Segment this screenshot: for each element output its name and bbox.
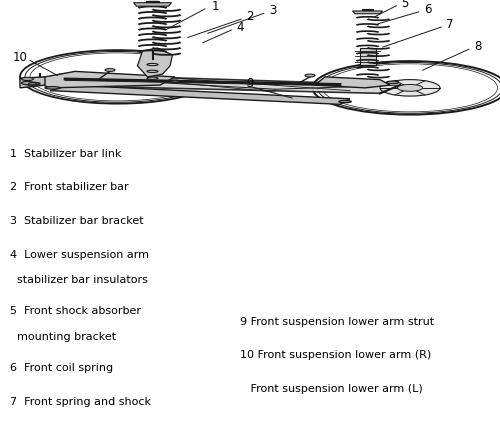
Text: 3: 3: [269, 4, 276, 18]
Circle shape: [305, 74, 315, 77]
Ellipse shape: [147, 63, 158, 66]
Text: 7  Front spring and shock: 7 Front spring and shock: [10, 397, 151, 407]
Circle shape: [105, 69, 115, 71]
Text: 4  Lower suspension arm: 4 Lower suspension arm: [10, 250, 149, 260]
Ellipse shape: [170, 80, 180, 82]
Ellipse shape: [45, 87, 60, 89]
Text: 2  Front stabilizer bar: 2 Front stabilizer bar: [10, 182, 128, 193]
Text: 1  Stabilizer bar link: 1 Stabilizer bar link: [10, 149, 122, 159]
Circle shape: [22, 77, 34, 81]
Text: 9: 9: [246, 77, 254, 90]
Text: 10 Front suspension lower arm (R): 10 Front suspension lower arm (R): [240, 350, 431, 360]
Polygon shape: [138, 48, 172, 77]
Ellipse shape: [386, 81, 399, 84]
Text: 5: 5: [402, 0, 408, 9]
Ellipse shape: [244, 82, 256, 84]
Text: 7: 7: [446, 18, 454, 31]
Text: 1: 1: [211, 0, 219, 13]
Ellipse shape: [25, 82, 40, 85]
Text: mounting bracket: mounting bracket: [10, 332, 116, 341]
Circle shape: [22, 82, 34, 85]
Text: 6: 6: [424, 3, 431, 16]
Polygon shape: [360, 48, 376, 64]
Polygon shape: [20, 77, 45, 88]
Text: stabilizer bar insulators: stabilizer bar insulators: [10, 275, 148, 285]
Text: 9 Front suspension lower arm strut: 9 Front suspension lower arm strut: [240, 317, 434, 327]
Text: 3  Stabilizer bar bracket: 3 Stabilizer bar bracket: [10, 216, 143, 226]
Ellipse shape: [147, 77, 158, 79]
Text: 10: 10: [12, 51, 28, 64]
Text: 6  Front coil spring: 6 Front coil spring: [10, 363, 113, 373]
Text: 5  Front shock absorber: 5 Front shock absorber: [10, 306, 141, 317]
Polygon shape: [352, 11, 382, 14]
Text: Front suspension lower arm (L): Front suspension lower arm (L): [240, 384, 423, 394]
Circle shape: [247, 82, 253, 84]
Circle shape: [172, 81, 178, 82]
Text: 4: 4: [236, 21, 244, 34]
Polygon shape: [30, 71, 175, 88]
Circle shape: [380, 80, 440, 96]
Ellipse shape: [147, 70, 158, 73]
Text: 8: 8: [474, 40, 481, 53]
Circle shape: [398, 85, 422, 91]
Polygon shape: [315, 77, 390, 88]
Circle shape: [28, 83, 36, 85]
Polygon shape: [50, 85, 350, 104]
Polygon shape: [40, 74, 400, 94]
Text: 2: 2: [246, 10, 254, 23]
Ellipse shape: [339, 100, 351, 103]
Polygon shape: [134, 3, 172, 6]
